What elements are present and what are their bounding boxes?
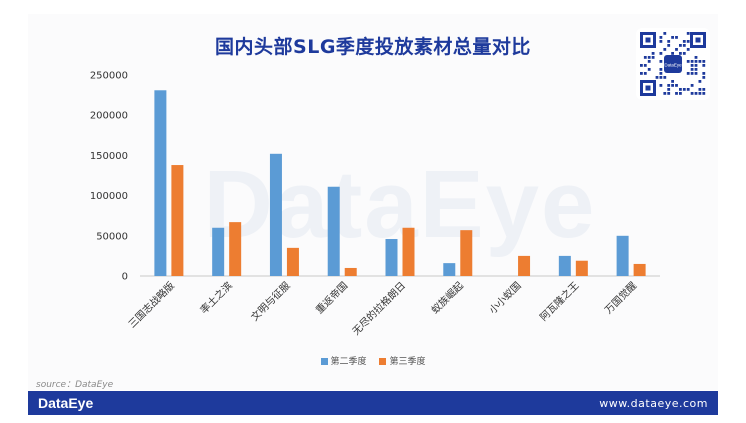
y-tick-label: 100000 (90, 191, 128, 202)
y-tick-label: 50000 (96, 231, 128, 242)
legend-label-q2: 第二季度 (330, 357, 367, 367)
x-tick-label: 蚁族崛起 (428, 279, 465, 316)
bar-q2 (269, 153, 282, 276)
legend-item-q3: 第三季度 (379, 354, 425, 367)
legend-swatch-q2 (320, 358, 328, 365)
slide-background (28, 14, 718, 390)
y-tick-label: 150000 (90, 151, 128, 162)
bar-q2 (616, 235, 629, 276)
bar-q2 (212, 227, 225, 276)
x-tick-label: 率土之滨 (197, 279, 234, 316)
chart-title: 国内头部SLG季度投放素材总量对比 (215, 36, 531, 58)
bar-q3 (402, 227, 415, 276)
bar-q3 (229, 222, 242, 276)
bar-q3 (460, 230, 473, 276)
footer-website: www.dataeye.com (599, 397, 708, 410)
chart-legend: 第二季度 第三季度 (0, 354, 746, 367)
bar-q3 (171, 165, 184, 276)
bar-q3 (518, 255, 531, 276)
bar-q3 (286, 247, 299, 276)
legend-swatch-q3 (379, 358, 387, 365)
x-tick-label: 小小蚁国 (487, 280, 524, 317)
x-tick-label: 无尽的拉格朗日 (349, 279, 408, 338)
bar-q2 (385, 239, 398, 276)
x-tick-label: 文明与征服 (248, 279, 293, 324)
footer-bar: DataEye www.dataeye.com (28, 391, 718, 415)
source-note: source：DataEye (36, 380, 114, 390)
y-tick-label: 200000 (90, 111, 128, 122)
bar-q3 (633, 263, 646, 276)
bar-q2 (558, 255, 571, 276)
y-tick-label: 250000 (90, 71, 128, 82)
footer-brand: DataEye (38, 395, 94, 411)
legend-item-q2: 第二季度 (320, 354, 367, 367)
bar-q2 (154, 90, 167, 276)
y-tick-label: 0 (122, 272, 128, 283)
qr-center-label: DataEye (664, 63, 682, 68)
bar-q2 (443, 263, 456, 276)
x-tick-label: 阿瓦隆之王 (537, 279, 582, 324)
watermark: DataEye (203, 151, 597, 258)
x-tick-label: 三国志战略版 (125, 279, 177, 331)
x-tick-label: 万国觉醒 (602, 280, 639, 317)
qr-code-icon: DataEye (636, 28, 710, 100)
bar-q3 (575, 260, 588, 276)
legend-label-q3: 第三季度 (389, 357, 426, 367)
bar-q2 (327, 186, 340, 276)
x-tick-label: 重返帝国 (313, 279, 350, 316)
bar-q3 (344, 267, 357, 276)
